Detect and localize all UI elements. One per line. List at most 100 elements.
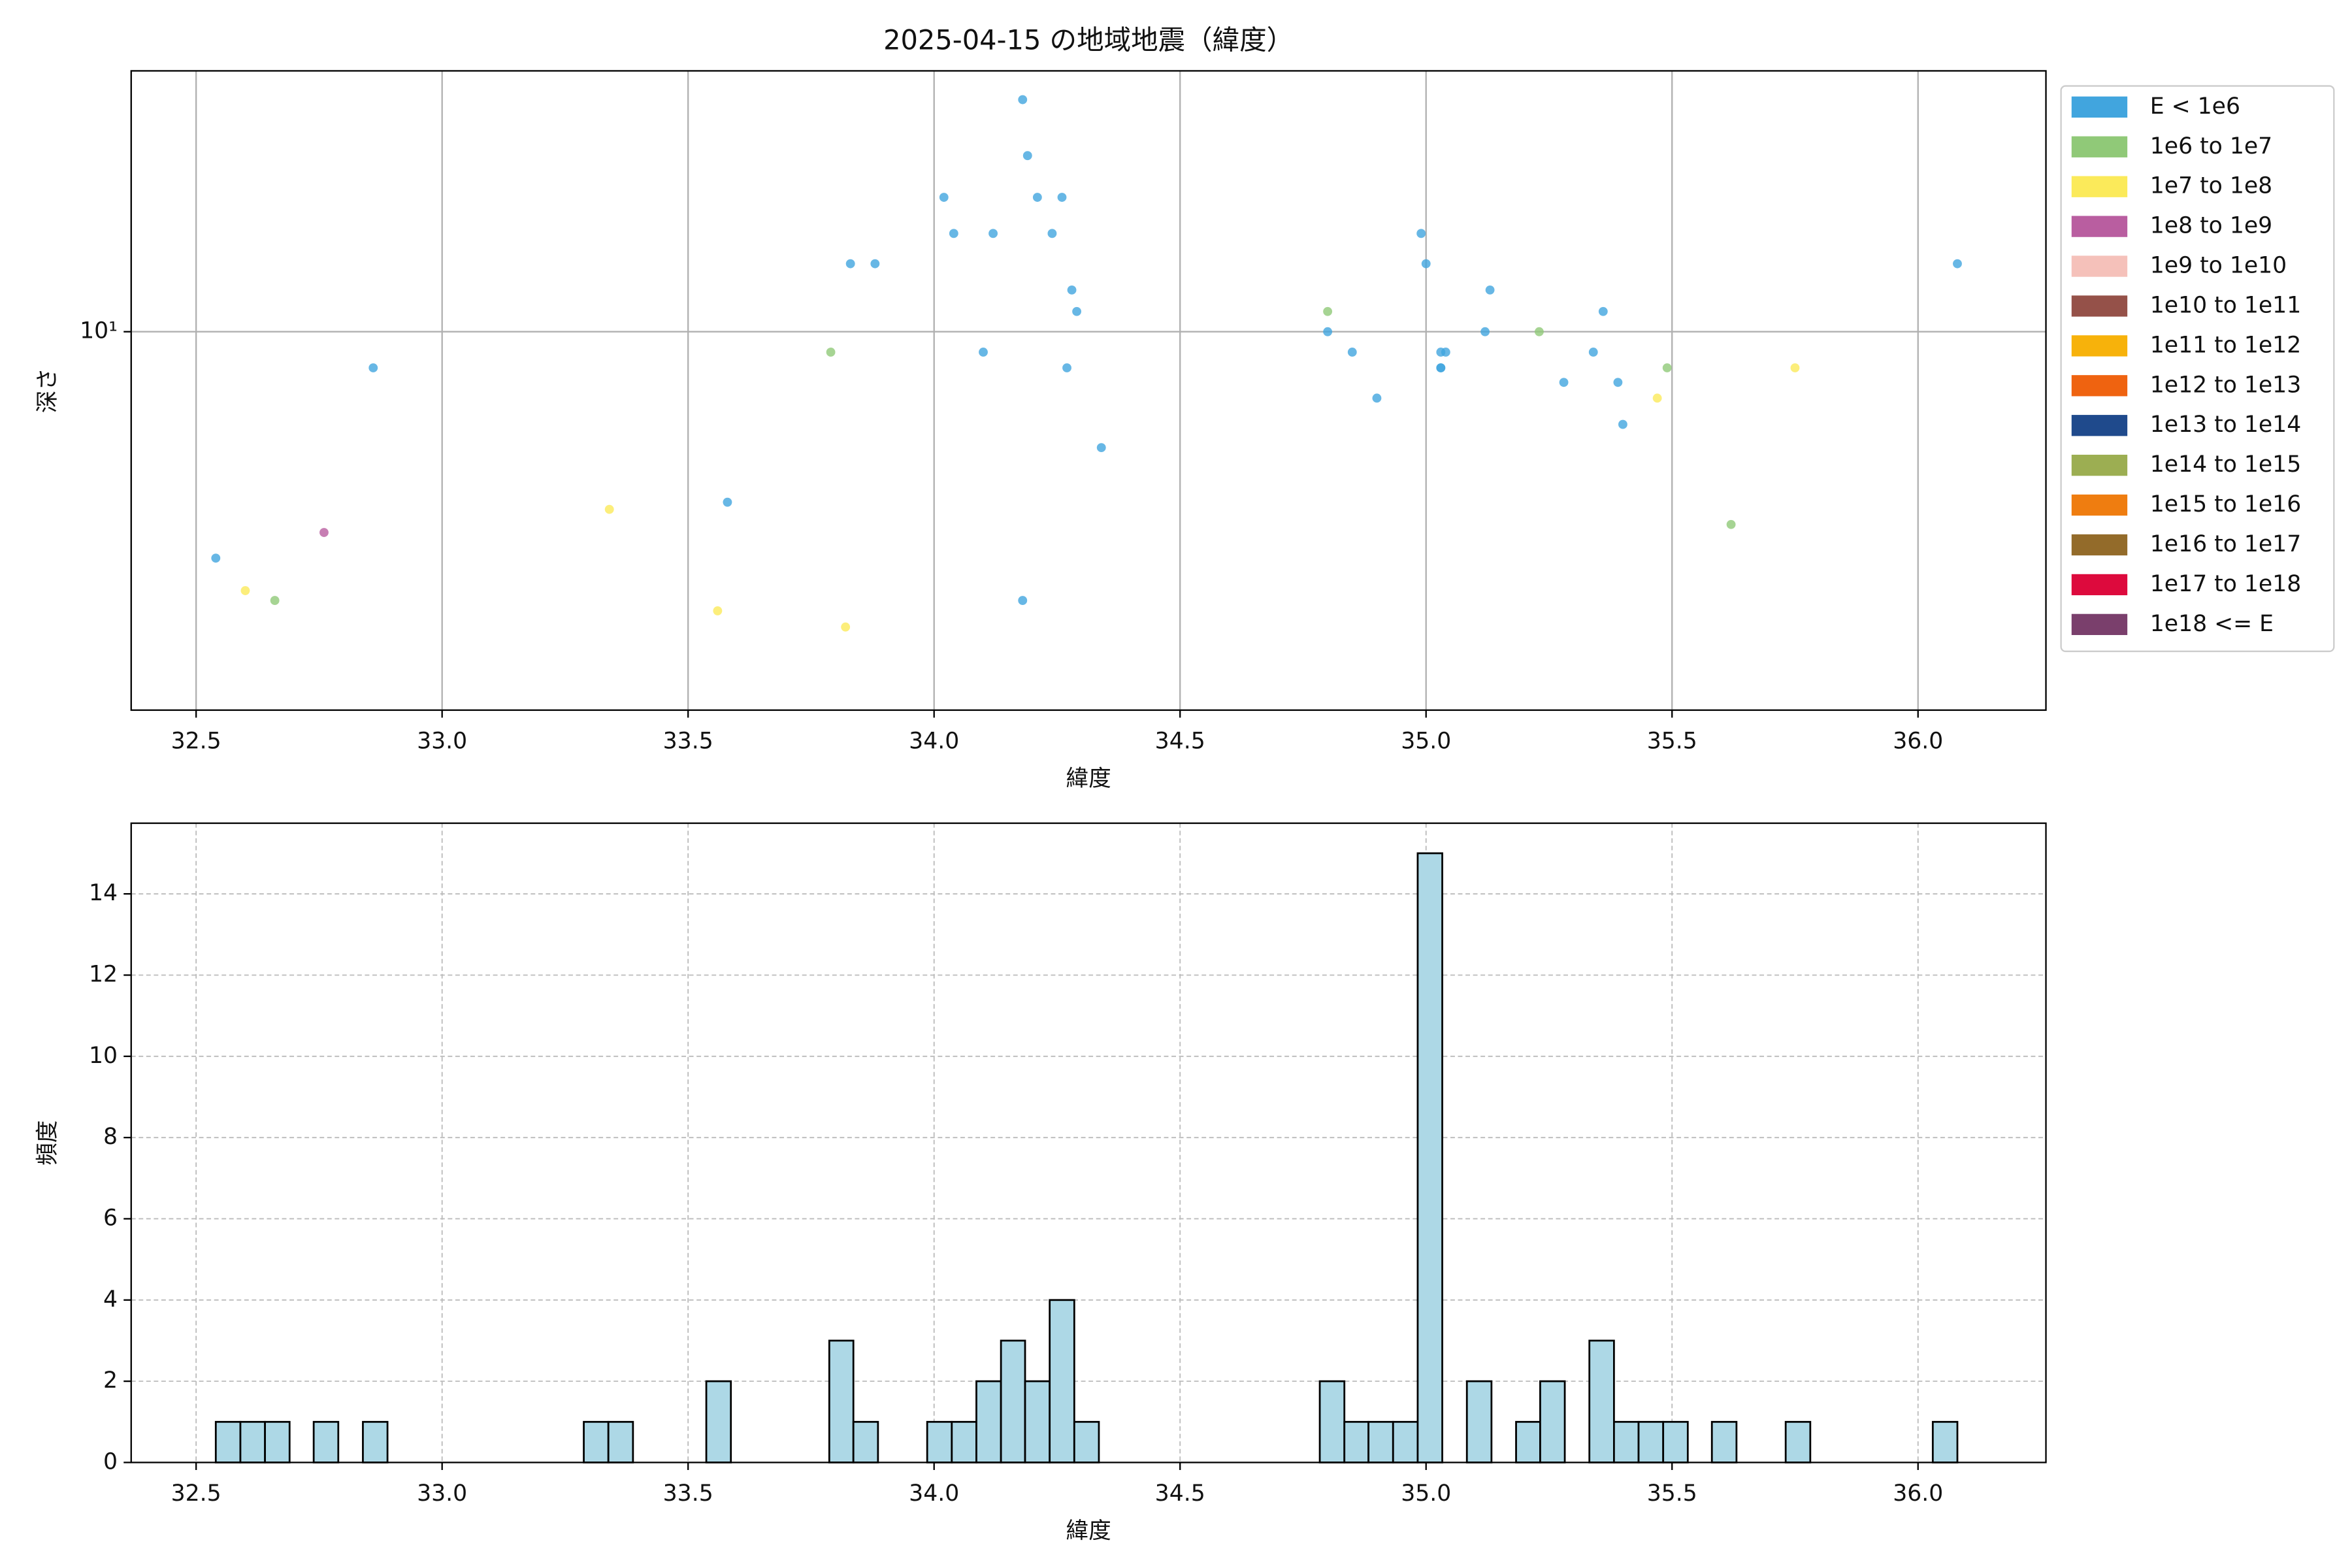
legend-label: 1e6 to 1e7 — [2150, 133, 2272, 159]
legend-swatch — [2071, 375, 2128, 397]
legend-label: 1e18 <= E — [2150, 611, 2274, 637]
x-tick-label: 33.5 — [663, 728, 713, 754]
bar — [362, 1420, 389, 1463]
legend-swatch — [2071, 574, 2128, 596]
y-tick-label: 14 — [89, 880, 118, 906]
point — [1323, 327, 1333, 336]
legend-swatch — [2071, 613, 2128, 635]
bar — [312, 1420, 340, 1463]
legend-label: 1e9 to 1e10 — [2150, 253, 2287, 279]
point — [1047, 229, 1057, 238]
bar — [852, 1420, 879, 1463]
point — [1618, 419, 1627, 429]
legend-swatch — [2071, 455, 2128, 476]
y-tick-label: 0 — [103, 1448, 118, 1475]
bar — [1000, 1339, 1026, 1463]
point — [841, 622, 851, 632]
bar — [1024, 1380, 1051, 1463]
bar — [1612, 1420, 1640, 1463]
plot-frame — [130, 70, 2047, 711]
x-tick-label: 32.5 — [171, 1480, 221, 1507]
point — [211, 553, 221, 563]
point — [1018, 95, 1028, 105]
bar — [1710, 1420, 1738, 1463]
point — [1032, 193, 1042, 202]
point — [1062, 363, 1071, 372]
legend-label: E < 1e6 — [2150, 93, 2240, 120]
point — [1598, 306, 1608, 316]
point — [1559, 378, 1569, 387]
x-tick-label: 36.0 — [1893, 728, 1943, 754]
y-tick-label: 6 — [103, 1205, 118, 1231]
bar — [705, 1380, 732, 1463]
point — [1953, 259, 1962, 269]
x-tick-label: 33.5 — [663, 1480, 713, 1507]
bar — [239, 1420, 266, 1463]
point — [1441, 348, 1450, 357]
bar — [1367, 1420, 1394, 1463]
legend-label: 1e14 to 1e15 — [2150, 451, 2301, 478]
bar — [264, 1420, 291, 1463]
point — [1652, 393, 1662, 403]
y-tick-label: 12 — [89, 961, 118, 987]
point — [1790, 363, 1800, 372]
legend-swatch — [2071, 534, 2128, 556]
point — [1588, 348, 1598, 357]
point — [826, 348, 836, 357]
point — [988, 229, 998, 238]
point — [1018, 596, 1028, 606]
y-axis-label: 頻度 — [35, 1120, 61, 1166]
legend-box — [2060, 85, 2335, 653]
point — [270, 596, 280, 606]
point — [1535, 327, 1544, 336]
y-axis-label: 深さ — [35, 368, 61, 413]
point — [845, 259, 855, 269]
point — [949, 229, 958, 238]
x-tick-label: 35.5 — [1647, 728, 1697, 754]
x-tick-label: 34.5 — [1155, 1480, 1205, 1507]
point — [870, 259, 880, 269]
point — [368, 363, 378, 372]
point — [1613, 378, 1623, 387]
point — [1485, 285, 1495, 295]
chart-title: 2025-04-15 の地域地震（緯度） — [883, 24, 1294, 56]
point — [1480, 327, 1490, 336]
point — [1057, 193, 1067, 202]
point — [1022, 151, 1032, 161]
bar — [1073, 1420, 1100, 1463]
bar — [583, 1420, 610, 1463]
bar — [1588, 1339, 1615, 1463]
legend-label: 1e10 to 1e11 — [2150, 292, 2301, 318]
legend-swatch — [2071, 136, 2128, 157]
plot-frame — [130, 822, 2047, 1463]
legend-label: 1e17 to 1e18 — [2150, 571, 2301, 597]
bar — [1784, 1420, 1812, 1463]
x-tick-label: 34.0 — [909, 1480, 959, 1507]
point — [1726, 519, 1736, 529]
legend-swatch — [2071, 295, 2128, 317]
bar — [1343, 1420, 1370, 1463]
legend-label: 1e13 to 1e14 — [2150, 412, 2301, 438]
legend-label: 1e7 to 1e8 — [2150, 173, 2272, 199]
point — [1096, 443, 1106, 453]
bar — [1515, 1420, 1541, 1463]
y-tick-label: 2 — [103, 1367, 118, 1394]
bar — [607, 1420, 634, 1463]
y-tick-label: 10¹ — [80, 318, 118, 344]
bar — [1662, 1420, 1689, 1463]
x-tick-label: 35.0 — [1401, 728, 1451, 754]
point — [1072, 306, 1082, 316]
bar — [1416, 852, 1443, 1463]
legend-label: 1e11 to 1e12 — [2150, 332, 2301, 358]
x-tick-label: 35.0 — [1401, 1480, 1451, 1507]
legend-swatch — [2071, 335, 2128, 357]
legend-swatch — [2071, 216, 2128, 237]
point — [1372, 393, 1382, 403]
legend-label: 1e12 to 1e13 — [2150, 372, 2301, 398]
x-tick-label: 33.0 — [417, 728, 467, 754]
bar — [951, 1420, 977, 1463]
y-tick-label: 8 — [103, 1124, 118, 1150]
point — [1416, 229, 1426, 238]
bar — [828, 1339, 855, 1463]
